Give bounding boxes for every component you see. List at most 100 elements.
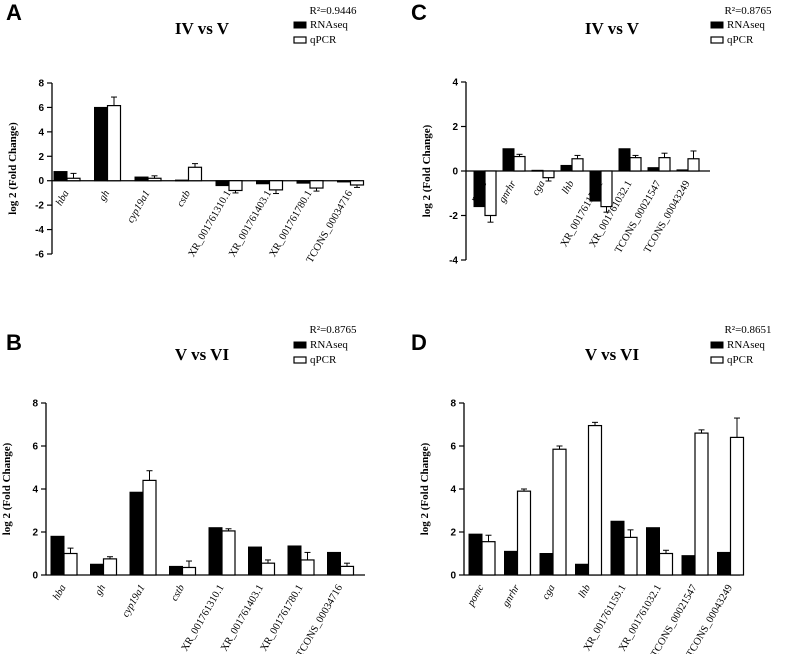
legend-label-qpcr: qPCR	[310, 354, 337, 366]
x-category-label: cga	[530, 179, 547, 198]
legend-swatch-qpcr	[710, 36, 724, 44]
y-tick-label: 2	[452, 122, 458, 133]
chart-title: V vs VI	[585, 345, 640, 364]
x-category-label: XR_001761780.1	[259, 583, 306, 653]
legend-label-qpcr: qPCR	[727, 34, 754, 46]
x-category-label: cyp19a1	[120, 583, 147, 619]
bar-rnaseq	[215, 180, 230, 187]
y-tick-label: 8	[32, 399, 38, 410]
x-category-label: lhb	[577, 583, 593, 600]
bar-qpcr	[587, 424, 603, 576]
y-axis-label: log 2 (Fold Change)	[419, 442, 431, 535]
bar-qpcr	[513, 155, 526, 172]
bar-qpcr	[571, 158, 584, 172]
chart-title: IV vs V	[585, 19, 640, 38]
bar-rnaseq	[646, 527, 660, 576]
bar-rnaseq	[296, 180, 311, 184]
legend-swatch-qpcr	[710, 356, 724, 364]
y-tick-label: -6	[35, 250, 44, 261]
y-tick-label: -4	[449, 256, 458, 267]
r-squared-label: R²=0.8651	[724, 324, 771, 336]
bar-qpcr	[66, 177, 81, 182]
y-tick-label: 0	[32, 571, 38, 582]
y-tick-label: 2	[450, 528, 456, 539]
legend-label-rnaseq: RNAseq	[310, 339, 348, 351]
x-category-label: XR_001761780.1	[268, 189, 315, 259]
r-squared-label: R²=0.8765	[309, 324, 357, 336]
legend-swatch-qpcr	[293, 36, 307, 44]
bar-rnaseq	[575, 563, 589, 576]
bar-rnaseq	[531, 169, 544, 172]
bar-qpcr	[542, 170, 555, 179]
bar-qpcr	[142, 479, 157, 576]
x-category-label: XR_001761310.1	[187, 189, 234, 259]
y-tick-label: 4	[32, 485, 38, 496]
bar-qpcr	[687, 158, 700, 172]
bar-rnaseq	[134, 176, 149, 182]
legend-label-qpcr: qPCR	[310, 34, 337, 46]
bar-rnaseq	[287, 545, 302, 576]
x-category-label: lhb	[560, 179, 576, 196]
legend-label-rnaseq: RNAseq	[310, 19, 348, 31]
chart-title: IV vs V	[175, 19, 230, 38]
bar-qpcr	[481, 541, 496, 576]
bar-rnaseq	[129, 491, 144, 576]
bar-qpcr	[516, 490, 532, 576]
chart-panel-c: C IV vs V R²=0.8765 RNAseq qPCR log 2 (Fold C…	[411, 0, 772, 267]
bar-rnaseq	[610, 520, 625, 576]
y-tick-label: 6	[32, 442, 38, 453]
y-tick-label: 6	[450, 442, 456, 453]
y-tick-label: 4	[452, 78, 458, 89]
bar-rnaseq	[256, 180, 270, 185]
bar-rnaseq	[647, 167, 660, 172]
y-tick-label: 4	[450, 485, 456, 496]
x-category-label: hba	[54, 189, 71, 208]
bar-rnaseq	[327, 551, 341, 576]
bar-qpcr	[729, 436, 745, 576]
bar-qpcr	[300, 559, 315, 576]
bar-qpcr	[658, 552, 674, 576]
bar-qpcr	[629, 157, 642, 172]
x-category-label: gnrhr	[501, 582, 523, 609]
bar-rnaseq	[248, 546, 262, 576]
x-category-label: pomc	[465, 583, 487, 609]
y-tick-label: 6	[38, 103, 44, 114]
x-category-label: cga	[540, 583, 557, 602]
y-tick-label: -4	[35, 225, 44, 236]
y-axis-label: log 2 (Fold Change)	[7, 122, 19, 215]
bar-qpcr	[268, 180, 284, 191]
x-category-label: cstb	[175, 189, 193, 209]
chart-panel-b: B V vs VI R²=0.8765 RNAseq qPCR log 2 (Fold C…	[1, 324, 365, 654]
x-category-label: XR_001761310.1	[180, 583, 227, 653]
legend-swatch-rnaseq	[293, 341, 307, 349]
bar-qpcr	[187, 166, 203, 182]
bar-rnaseq	[618, 148, 631, 172]
bar-qpcr	[694, 432, 709, 576]
legend-label-rnaseq: RNAseq	[727, 339, 765, 351]
x-category-label: gh	[97, 189, 112, 204]
bar-rnaseq	[90, 563, 104, 576]
panel-letter: B	[6, 330, 22, 355]
bar-qpcr	[484, 170, 497, 217]
y-tick-label: 4	[38, 127, 44, 138]
bar-qpcr	[228, 180, 243, 192]
y-axis-label: log 2 (Fold Change)	[1, 442, 13, 535]
bar-qpcr	[309, 180, 324, 189]
bar-rnaseq	[681, 555, 696, 576]
legend-swatch-rnaseq	[293, 21, 307, 29]
x-category-label: cstb	[169, 583, 187, 603]
bar-qpcr	[349, 180, 365, 186]
x-category-label: hba	[51, 583, 68, 602]
r-squared-label: R²=0.8765	[724, 5, 772, 17]
x-category-label: XR_001761403.1	[227, 189, 274, 259]
bar-qpcr	[260, 562, 276, 576]
bar-rnaseq	[676, 169, 689, 172]
y-tick-label: 0	[38, 176, 44, 187]
bar-qpcr	[221, 530, 236, 576]
y-tick-label: 0	[450, 571, 456, 582]
bar-qpcr	[102, 558, 118, 576]
y-tick-label: -2	[35, 201, 44, 212]
bar-rnaseq	[53, 171, 68, 182]
bar-rnaseq	[50, 535, 65, 576]
